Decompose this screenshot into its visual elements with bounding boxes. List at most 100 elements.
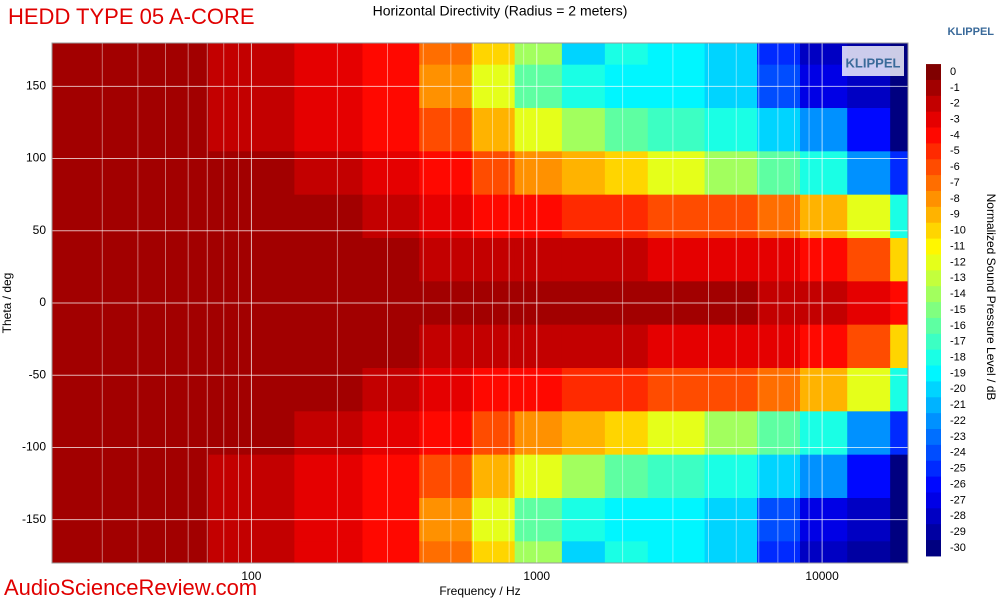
heat-cell [52,454,110,499]
heat-cell [471,43,516,66]
heat-cell [419,541,473,564]
heat-cell [514,108,563,152]
heat-cell [514,43,563,66]
x-tick-label: 1000 [523,569,550,583]
heat-cell [757,541,801,564]
heat-cell [604,151,649,196]
colorbar-swatch [926,127,941,144]
heat-cell [294,108,363,152]
y-tick-label: 0 [39,295,46,309]
heat-cell [362,43,420,66]
heat-cell [561,454,606,499]
watermark: AudioScienceReview.com [4,575,257,600]
colorbar-tick-label: -6 [950,161,960,173]
heat-cell [890,411,909,456]
colorbar-tick-label: -10 [950,225,966,237]
colorbar-tick-label: -23 [950,431,966,443]
colorbar-swatch [926,159,941,176]
heat-cell [108,454,209,499]
heat-cell [294,238,363,282]
heat-cell [757,411,801,456]
heat-cell [362,411,420,456]
heat-cell [108,324,209,369]
heat-cell [647,108,706,152]
heat-cell [294,541,363,564]
heat-cell [561,151,606,196]
y-tick-label: 150 [26,79,46,93]
heat-cell [561,411,606,456]
logo: KLIPPEL [846,55,901,70]
heat-cell [419,108,473,152]
colorbar-tick-label: -9 [950,209,960,221]
heat-cell [704,324,758,369]
heat-cell [604,541,649,564]
heat-cell [108,411,209,456]
colorbar-tick-label: -3 [950,114,960,126]
heat-cell [647,541,706,564]
colorbar-tick-label: -27 [950,494,966,506]
heat-cell [704,454,758,499]
colorbar-tick-label: -8 [950,193,960,205]
colorbar-tick-label: -14 [950,288,966,300]
heat-cell [52,368,110,412]
heat-cell [471,454,516,499]
heat-cell [514,238,563,282]
colorbar-tick-label: -22 [950,415,966,427]
colorbar-swatch [926,492,941,509]
heat-cell [800,238,848,282]
heat-cell [561,368,606,412]
heat-cell [471,411,516,456]
heat-cell [419,324,473,369]
heat-cell [890,194,909,239]
logo-box [842,46,904,76]
heat-cell [647,238,706,282]
y-tick-label: -100 [22,440,46,454]
heat-cell [514,368,563,412]
colorbar-tick-label: -2 [950,98,960,110]
heat-cell [647,411,706,456]
heat-cell [108,43,209,66]
colorbar-tick-label: -17 [950,336,966,348]
heat-cell [52,238,110,282]
colorbar-tick-label: -18 [950,352,966,364]
y-tick-label: -150 [22,512,46,526]
colorbar-swatch [926,79,941,97]
x-tick-label: 10000 [805,569,839,583]
heat-cell [514,194,563,239]
colorbar-swatch [926,95,941,113]
heat-cell [604,324,649,369]
colorbar-swatch [926,508,941,525]
heat-cell [704,194,758,239]
heat-cell [419,238,473,282]
heat-cell [604,454,649,499]
heat-cell [604,238,649,282]
colorbar-swatch [926,143,941,160]
heat-cell [471,541,516,564]
colorbar-tick-label: -11 [950,240,965,252]
heat-cell [704,108,758,152]
heat-cell [561,324,606,369]
colorbar-swatch [926,206,941,224]
heat-cell [52,411,110,456]
colorbar-tick-label: -29 [950,526,966,538]
heat-cell [704,238,758,282]
heat-cell [514,454,563,499]
heat-cell [800,541,848,564]
colorbar-swatch [926,286,941,303]
colorbar-swatch [926,333,941,351]
heat-cell [52,43,110,66]
colorbar-swatch [926,540,941,557]
heat-cell [52,194,110,239]
heat-cell [800,368,848,412]
colorbar-tick-label: -5 [950,145,960,157]
heat-cell [847,541,891,564]
heat-cell [757,324,801,369]
colorbar-tick-label: -13 [950,272,966,284]
heat-cell [294,411,363,456]
colorbar-swatch [926,429,941,446]
heat-cell [757,43,801,66]
heat-cell [561,43,606,66]
colorbar-tick-label: -15 [950,304,966,316]
heat-cell [757,368,801,412]
